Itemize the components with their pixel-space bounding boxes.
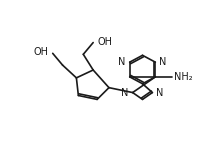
Text: OH: OH xyxy=(34,47,49,57)
Text: OH: OH xyxy=(97,37,112,47)
Text: N: N xyxy=(121,88,129,98)
Text: N: N xyxy=(159,57,167,67)
Text: N: N xyxy=(118,57,126,67)
Text: NH₂: NH₂ xyxy=(174,72,193,82)
Text: N: N xyxy=(156,88,164,98)
